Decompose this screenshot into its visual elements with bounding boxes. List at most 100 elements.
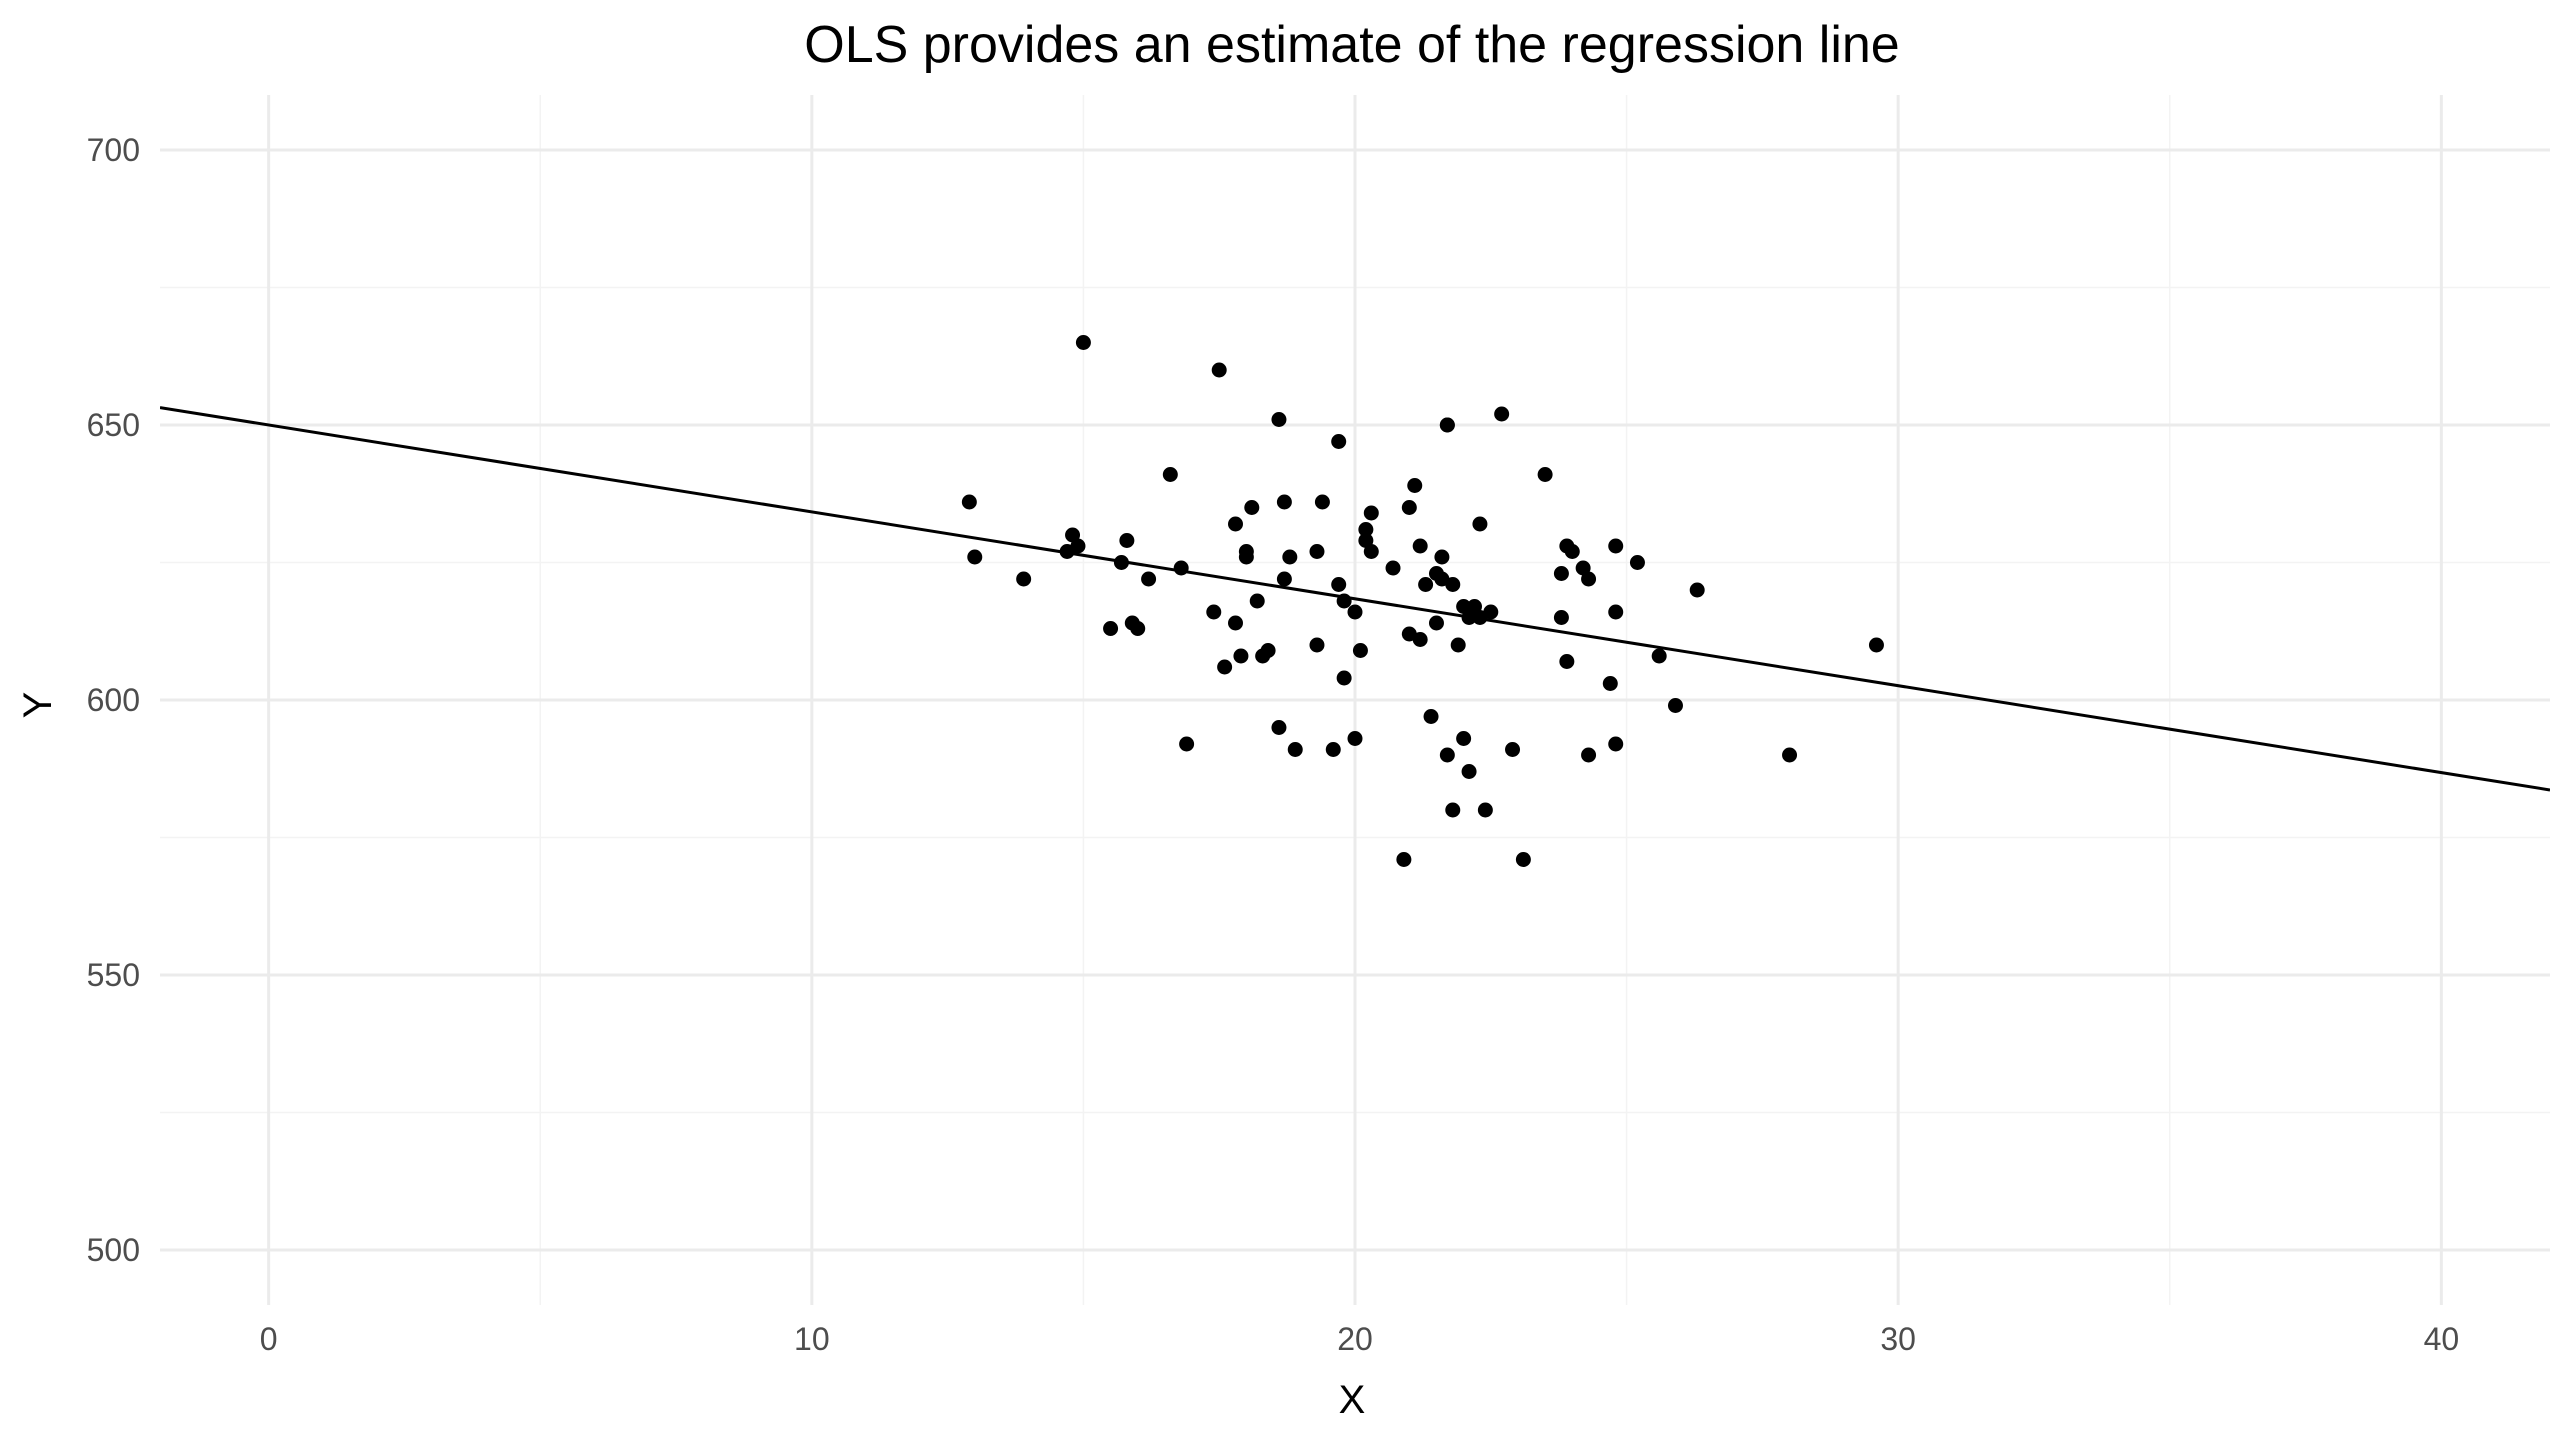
y-tick-label: 550 [87,957,140,993]
data-point [1119,533,1135,548]
data-point [1553,566,1569,581]
data-point [1456,731,1472,746]
data-point [1608,604,1624,620]
data-point [1217,659,1233,675]
data-point [1450,637,1466,653]
data-point [1581,747,1597,763]
data-point [961,494,977,510]
data-point [1418,577,1434,592]
data-point [1276,571,1292,587]
data-point [1228,516,1243,532]
x-tick-label: 40 [2424,1321,2460,1357]
data-point [1505,742,1521,757]
x-tick-label: 20 [1337,1321,1373,1357]
chart-title: OLS provides an estimate of the regressi… [804,16,1899,74]
data-point [1282,549,1298,565]
data-point [1347,731,1363,746]
data-point [1483,604,1499,620]
y-tick-label: 500 [87,1232,140,1268]
data-point [1515,852,1531,867]
data-point [1629,555,1645,570]
data-point [1276,494,1292,510]
data-point [1130,621,1146,636]
data-point [1016,571,1032,587]
data-point [1075,335,1091,350]
data-point [1162,467,1178,482]
data-point [1336,593,1352,609]
y-tick-labels: 500 550 600 650 700 [87,132,140,1268]
data-point [1352,643,1368,658]
data-point [1385,560,1401,576]
y-axis-label: Y [16,692,60,719]
data-points [961,335,1884,867]
data-point [1249,593,1265,609]
data-point [1401,500,1417,515]
data-point [1407,478,1423,493]
data-point [1689,582,1705,598]
x-axis-label: X [1339,1378,1366,1422]
data-point [1581,571,1597,587]
data-point [1461,764,1477,779]
data-point [1173,560,1189,576]
data-point [1141,571,1157,587]
data-point [1537,467,1553,482]
data-point [1271,720,1287,735]
data-point [1428,615,1444,631]
data-point [1238,549,1254,565]
regression-line-layer [160,406,2550,792]
data-point [1211,362,1227,378]
data-point [1347,604,1363,620]
data-point [1651,648,1667,664]
data-point [1434,549,1450,565]
data-point [1228,615,1243,631]
data-point [1868,637,1884,653]
data-point [1331,434,1347,449]
data-point [1445,802,1461,818]
data-point [1358,522,1374,537]
data-point [1363,544,1379,559]
data-point [1412,632,1428,647]
data-point [1782,747,1798,763]
y-tick-label: 600 [87,682,140,718]
data-point [1309,637,1325,653]
y-tick-label: 700 [87,132,140,168]
data-point [1260,643,1276,658]
data-point [967,549,983,565]
data-point [1564,544,1580,559]
data-point [1396,852,1412,867]
data-point [1325,742,1341,757]
data-point [1331,577,1347,592]
data-point [1423,709,1439,724]
data-point [1113,555,1129,570]
x-tick-label: 10 [794,1321,830,1357]
data-point [1244,500,1260,515]
data-point [1559,654,1575,669]
data-point [1445,577,1461,592]
data-point [1602,676,1618,691]
data-point [1070,538,1086,554]
major-gridlines [160,95,2550,1305]
x-tick-labels: 0 10 20 30 40 [260,1321,2459,1357]
y-tick-label: 650 [87,407,140,443]
data-point [1439,417,1455,433]
data-point [1412,538,1428,554]
data-point [1271,412,1287,427]
data-point [1314,494,1330,510]
data-point [1608,538,1624,554]
data-point [1363,505,1379,521]
data-point [1287,742,1303,757]
x-tick-label: 0 [260,1321,278,1357]
data-point [1233,648,1249,664]
data-point [1206,604,1222,620]
data-point [1494,406,1510,422]
data-point [1477,802,1493,818]
data-point [1336,670,1352,686]
x-tick-label: 30 [1880,1321,1916,1357]
regression-line [160,406,2550,792]
data-point [1553,610,1569,625]
data-point [1608,736,1624,752]
data-point [1179,736,1195,752]
data-point [1439,747,1455,763]
data-point [1309,544,1325,559]
